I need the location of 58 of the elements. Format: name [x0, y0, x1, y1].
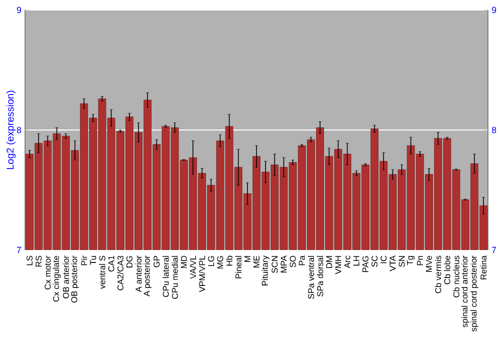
x-tick-label: Arc	[344, 256, 350, 268]
x-tick-label: OB anterior	[62, 256, 69, 298]
x-tick-label: CPu medial	[172, 256, 178, 299]
x-tick-label: spinal cord posterior	[470, 256, 478, 332]
x-tick-label: VA/VL	[190, 256, 196, 279]
x-tick-label: spinal cord anterior	[461, 256, 470, 328]
x-tick-label: OB posterior	[70, 256, 79, 303]
x-tick-label: Tg	[407, 256, 415, 266]
x-tick-label: Cb lobe	[444, 256, 450, 284]
x-tick-label: Pn	[417, 256, 423, 266]
y2-tick-label: 9	[492, 6, 496, 14]
x-tick-label: LG	[208, 256, 214, 266]
x-tick-label: Hb	[226, 256, 232, 266]
x-tick-label: VMH	[335, 256, 342, 274]
x-tick-label: ventral S	[99, 256, 106, 289]
x-tick-label: Pineal	[235, 256, 242, 278]
y-tick-label: 7	[16, 246, 22, 254]
x-tick-label: DG	[126, 256, 132, 268]
x-tick-label: Pir	[80, 256, 88, 266]
x-tick-label: SO	[290, 256, 296, 268]
x-tick-label: IC	[380, 256, 387, 264]
x-tick-label: SPa ventral	[308, 256, 314, 299]
x-tick-label: Cx motor	[44, 256, 51, 290]
x-tick-label: SCN	[272, 256, 278, 273]
x-tick-label: Cb vermis	[434, 256, 442, 294]
x-tick-label: RS	[36, 256, 42, 267]
x-tick-label: GP	[154, 256, 160, 268]
x-tick-label: Cx cingulate	[52, 256, 61, 302]
x-tick-label: MD	[180, 256, 187, 268]
x-tick-label: Pituitary	[262, 255, 270, 286]
x-tick-label: SC	[372, 256, 378, 267]
x-tick-label: MPA	[280, 255, 287, 272]
y-tick-label: 9	[16, 6, 22, 14]
x-tick-label: A anterior	[135, 256, 142, 292]
x-tick-label: Retina	[480, 255, 487, 280]
y-axis-title: Log2 (expression)	[6, 90, 16, 170]
x-tick-label: MVe	[426, 256, 432, 272]
x-tick-label: VPM/VPL	[198, 256, 206, 292]
x-tick-label: LH	[353, 256, 360, 266]
x-tick-label: M	[244, 256, 250, 262]
x-tick-label: PAG	[362, 256, 368, 272]
y-tick-label: 8	[16, 126, 22, 134]
y2-tick-label: 8	[492, 126, 496, 134]
x-tick-label: MG	[217, 256, 224, 268]
x-tick-label: Tu	[90, 256, 96, 265]
y2-tick-label: 7	[492, 246, 496, 254]
x-tick-label: ME	[254, 256, 260, 268]
x-tick-label: A posterior	[144, 256, 152, 296]
x-tick-label: DM	[326, 256, 332, 268]
x-tick-label: Pa	[298, 255, 305, 266]
x-tick-label: SN	[398, 256, 405, 267]
x-tick-label: Cb nucleus	[453, 256, 460, 298]
x-tick-label: VTA	[390, 255, 396, 272]
x-tick-label: CPu lateral	[162, 256, 169, 297]
x-tick-label: SPa dorsal	[316, 256, 324, 296]
x-tick-label: LS	[26, 256, 33, 266]
x-tick-label: CA1	[108, 256, 114, 272]
x-tick-label: CA2/CA3	[117, 256, 124, 290]
